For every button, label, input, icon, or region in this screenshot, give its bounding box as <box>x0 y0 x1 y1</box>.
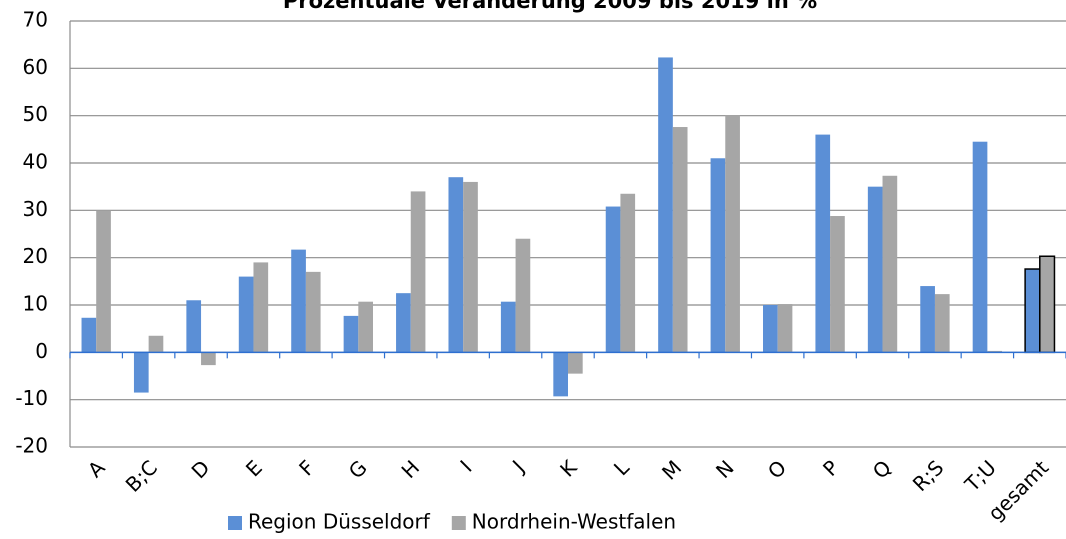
bar <box>672 127 688 353</box>
x-tick-label: H <box>397 455 425 483</box>
bar <box>186 300 202 353</box>
legend-swatch <box>228 516 242 530</box>
bar <box>830 216 845 353</box>
bar <box>568 352 583 374</box>
bar <box>763 305 778 353</box>
bar <box>463 181 478 353</box>
y-tick-label: 40 <box>23 150 48 174</box>
x-tick-label: M <box>657 455 686 484</box>
bar <box>291 249 306 353</box>
x-tick-label: Q <box>868 455 896 483</box>
x-tick-label: J <box>506 455 529 478</box>
bar <box>201 352 216 366</box>
bar <box>553 352 568 397</box>
bar <box>972 141 988 353</box>
x-tick-label: K <box>555 455 582 482</box>
y-tick-label: 0 <box>35 339 48 363</box>
y-tick-label: 30 <box>23 197 48 221</box>
x-tick-label: O <box>763 455 791 483</box>
x-tick-label: N <box>711 455 739 483</box>
bar <box>1039 255 1056 354</box>
x-tick-label: T;U <box>959 455 1000 496</box>
legend-label: Nordrhein-Westfalen <box>472 510 676 534</box>
bar <box>396 293 411 353</box>
x-tick-label: G <box>344 455 372 483</box>
legend-label: Region Düsseldorf <box>248 510 431 534</box>
x-tick-label: I <box>455 455 476 476</box>
y-tick-label: 20 <box>23 244 48 268</box>
bar <box>725 115 740 353</box>
y-tick-label: 50 <box>23 102 48 126</box>
bar <box>882 175 898 353</box>
bar <box>448 177 464 353</box>
bar <box>934 294 950 353</box>
bar <box>605 206 621 353</box>
x-tick-label: F <box>294 455 319 480</box>
bar <box>238 276 254 353</box>
bar <box>710 158 726 353</box>
x-tick-label: R;S <box>908 455 949 496</box>
bar <box>867 186 883 353</box>
bar <box>96 210 111 353</box>
bar <box>815 134 831 353</box>
bar <box>305 271 321 353</box>
bar <box>148 335 164 353</box>
bar <box>81 317 97 353</box>
bar <box>777 304 793 353</box>
x-tick-label: D <box>187 455 215 483</box>
bar <box>500 301 516 353</box>
chart-title: Prozentuale Veränderung 2009 bis 2019 in… <box>283 0 817 13</box>
bar <box>920 286 935 353</box>
y-tick-label: 10 <box>23 292 48 316</box>
y-tick-label: 70 <box>23 8 48 32</box>
bar <box>343 315 359 353</box>
bar <box>133 352 149 393</box>
bar <box>358 301 373 353</box>
legend-swatch <box>451 516 466 530</box>
y-tick-label: -20 <box>15 434 48 458</box>
x-tick-label: P <box>818 455 844 481</box>
x-tick-label: E <box>241 455 267 481</box>
bar <box>410 191 426 353</box>
x-tick-label: A <box>83 455 110 482</box>
bar <box>1024 268 1041 354</box>
bar <box>658 57 673 353</box>
y-tick-label: -10 <box>15 386 48 410</box>
bar <box>253 262 269 353</box>
x-tick-label: B;C <box>121 455 162 496</box>
x-tick-label: L <box>609 455 634 480</box>
bar <box>620 193 636 353</box>
y-tick-label: 60 <box>23 55 48 79</box>
bar <box>515 238 531 353</box>
